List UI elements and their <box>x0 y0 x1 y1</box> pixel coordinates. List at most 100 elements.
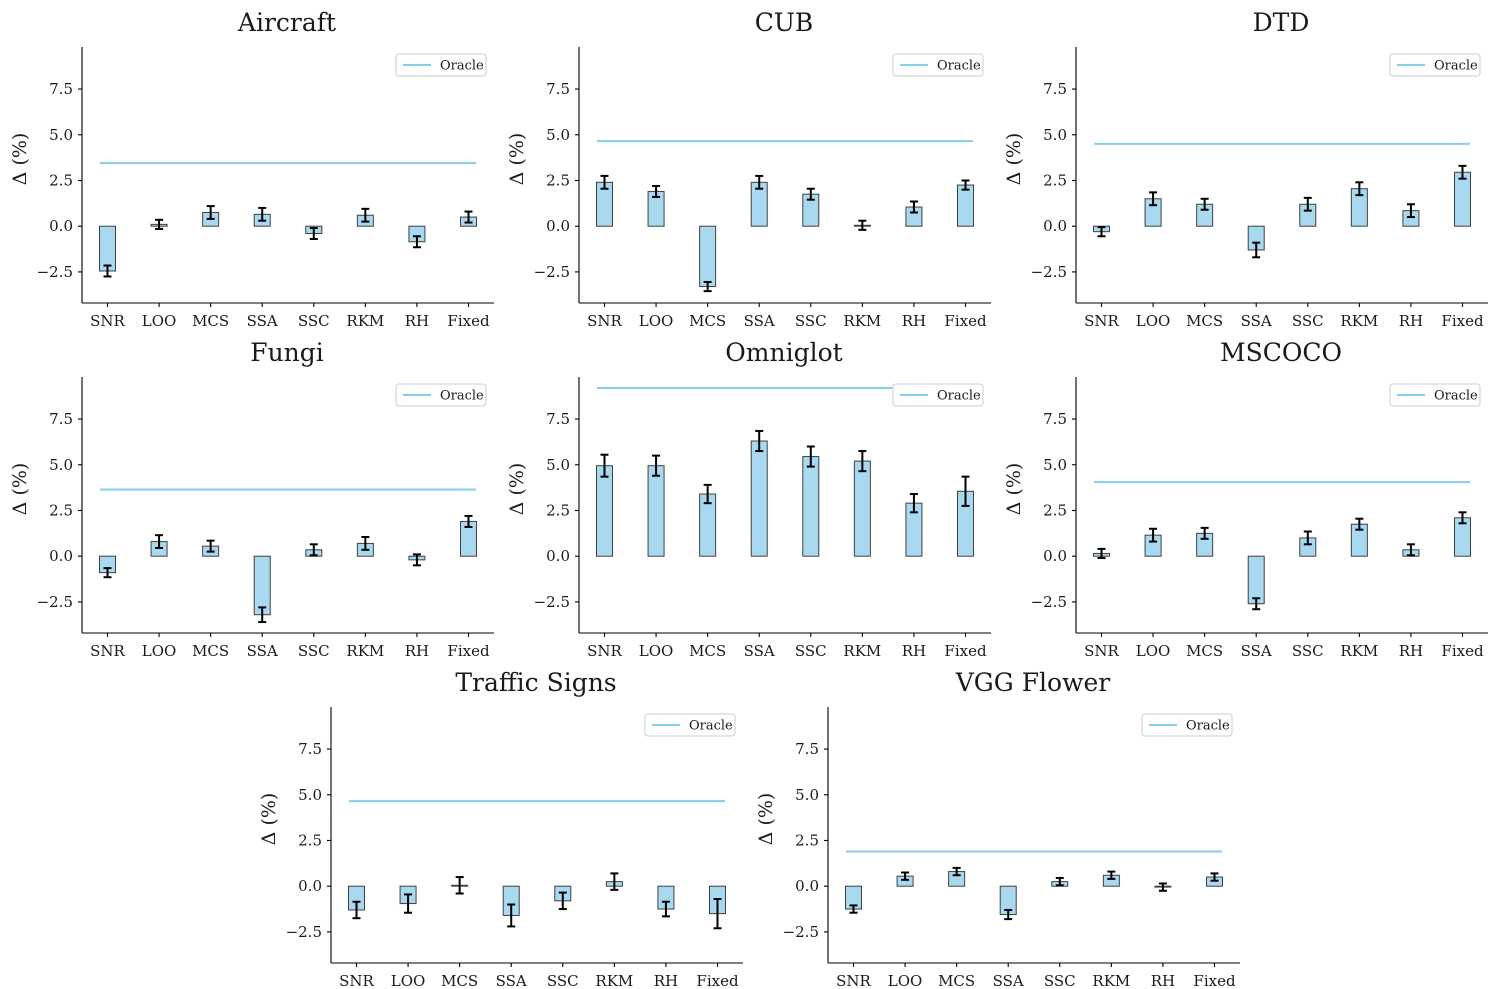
bar-snr <box>99 225 116 272</box>
bar-ssa <box>253 555 271 616</box>
y-tick-label: 0.0 <box>795 877 819 895</box>
y-axis-label: Δ (%) <box>9 463 31 516</box>
y-tick-label: 5.0 <box>49 126 73 144</box>
legend-label: Oracle <box>1186 719 1230 734</box>
panel-title: Traffic Signs <box>455 668 616 697</box>
x-tick-label: MCS <box>192 312 229 330</box>
y-tick-label: 0.0 <box>298 877 322 895</box>
bar-snr <box>596 465 613 557</box>
panel-6: Traffic Signs Δ (%) −2.5 0.0 2.5 5.0 7.5 SNR LOO… <box>258 668 743 989</box>
y-tick-label: 2.5 <box>546 501 570 519</box>
x-tick-label: RKM <box>1092 972 1130 989</box>
x-tick-label: Fixed <box>696 972 739 989</box>
x-tick-label: SSC <box>1292 312 1324 330</box>
y-tick-label: 5.0 <box>1043 126 1067 144</box>
y-tick-label: −2.5 <box>534 593 570 611</box>
x-tick-label: Fixed <box>1441 642 1484 660</box>
y-tick-label: 0.0 <box>49 547 73 565</box>
x-tick-label: SSA <box>744 642 775 660</box>
y-tick-label: −2.5 <box>37 593 73 611</box>
y-tick-label: 7.5 <box>1043 80 1067 98</box>
x-tick-label: SNR <box>587 642 622 660</box>
x-tick-label: SSA <box>1241 642 1272 660</box>
y-tick-label: 0.0 <box>1043 217 1067 235</box>
x-tick-label: LOO <box>639 312 674 330</box>
x-tick-label: Fixed <box>447 642 490 660</box>
bar-mcs <box>699 225 717 288</box>
legend <box>1389 383 1481 407</box>
panel-title: DTD <box>1253 8 1310 37</box>
y-tick-label: 5.0 <box>49 456 73 474</box>
x-tick-label: SSC <box>298 312 330 330</box>
legend <box>395 53 487 77</box>
y-tick-label: 2.5 <box>795 831 819 849</box>
y-tick-label: 0.0 <box>49 217 73 235</box>
y-tick-label: 7.5 <box>49 80 73 98</box>
panel-title: Aircraft <box>237 8 336 37</box>
y-tick-label: −2.5 <box>1031 263 1067 281</box>
y-tick-label: 5.0 <box>546 456 570 474</box>
legend <box>644 713 736 737</box>
bar-rkm <box>853 460 871 557</box>
y-axis-label: Δ (%) <box>1003 133 1025 186</box>
y-tick-label: 7.5 <box>1043 410 1067 428</box>
x-tick-label: SSA <box>496 972 527 989</box>
x-tick-label: LOO <box>888 972 923 989</box>
legend-label: Oracle <box>1434 389 1478 404</box>
x-tick-label: Fixed <box>1193 972 1236 989</box>
x-tick-label: SNR <box>587 312 622 330</box>
x-tick-label: MCS <box>192 642 229 660</box>
x-tick-label: RH <box>1399 642 1423 660</box>
x-tick-label: Fixed <box>944 642 987 660</box>
x-tick-label: RKM <box>346 642 384 660</box>
panel-title: Fungi <box>250 338 324 367</box>
panel-title: Omniglot <box>725 338 842 367</box>
y-tick-label: 2.5 <box>49 171 73 189</box>
y-tick-label: 7.5 <box>49 410 73 428</box>
y-tick-label: 5.0 <box>1043 456 1067 474</box>
y-tick-label: 2.5 <box>49 501 73 519</box>
y-axis-label: Δ (%) <box>506 463 528 516</box>
bar-ssc <box>802 456 820 557</box>
x-tick-label: SSC <box>298 642 330 660</box>
x-tick-label: MCS <box>689 642 726 660</box>
bar-ssa <box>1247 555 1265 605</box>
y-axis-label: Δ (%) <box>9 133 31 186</box>
x-tick-label: MCS <box>689 312 726 330</box>
x-tick-label: SNR <box>836 972 871 989</box>
panel-3: Fungi Δ (%) −2.5 0.0 2.5 5.0 7.5 SNR LOO MCS SSA SS… <box>9 338 494 660</box>
x-tick-label: MCS <box>938 972 975 989</box>
bar-fixed <box>1454 171 1471 227</box>
panel-4: Omniglot Δ (%) −2.5 0.0 2.5 5.0 7.5 SNR LOO MCS SS… <box>506 338 991 660</box>
x-tick-label: LOO <box>142 312 177 330</box>
x-tick-label: RKM <box>346 312 384 330</box>
legend-label: Oracle <box>689 719 733 734</box>
legend-label: Oracle <box>1434 59 1478 74</box>
bar-ssa <box>750 440 768 557</box>
panel-0: Aircraft Δ (%) −2.5 0.0 2.5 5.0 7.5 SNR LOO MCS SS… <box>9 8 494 330</box>
panel-5: MSCOCO Δ (%) −2.5 0.0 2.5 5.0 7.5 SNR LOO MCS SSA S… <box>1003 338 1488 660</box>
x-tick-label: SSC <box>1292 642 1324 660</box>
bar-loo <box>647 465 665 557</box>
panel-title: VGG Flower <box>955 668 1111 697</box>
x-tick-label: RH <box>405 312 429 330</box>
x-tick-label: Fixed <box>447 312 490 330</box>
y-tick-label: −2.5 <box>37 263 73 281</box>
x-tick-label: RKM <box>843 312 881 330</box>
panel-1: CUB Δ (%) −2.5 0.0 2.5 5.0 7.5 SNR LOO MCS SSA SSC R… <box>506 8 991 330</box>
legend <box>1141 713 1233 737</box>
legend-label: Oracle <box>937 389 981 404</box>
x-tick-label: MCS <box>441 972 478 989</box>
x-tick-label: RH <box>902 642 926 660</box>
x-tick-label: Fixed <box>1441 312 1484 330</box>
bar-fixed <box>957 184 974 227</box>
x-tick-label: SSC <box>795 312 827 330</box>
legend-label: Oracle <box>440 389 484 404</box>
x-tick-label: SSC <box>1044 972 1076 989</box>
y-tick-label: 2.5 <box>546 171 570 189</box>
y-tick-label: 5.0 <box>546 126 570 144</box>
y-axis-label: Δ (%) <box>506 133 528 186</box>
x-tick-label: RH <box>654 972 678 989</box>
x-tick-label: SSC <box>795 642 827 660</box>
